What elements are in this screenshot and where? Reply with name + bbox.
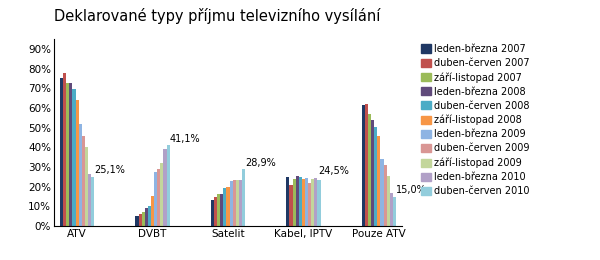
Text: Deklarované typy příjmu televizního vysílání: Deklarované typy příjmu televizního vysí… bbox=[54, 8, 380, 24]
Bar bbox=[167, 145, 170, 226]
Bar bbox=[145, 209, 148, 226]
Bar bbox=[242, 169, 245, 226]
Legend: leden-března 2007, duben-červen 2007, září-listopad 2007, leden-března 2008, dub: leden-března 2007, duben-červen 2007, zá… bbox=[421, 44, 530, 196]
Bar bbox=[157, 169, 160, 226]
Bar bbox=[142, 212, 145, 226]
Bar bbox=[136, 216, 139, 226]
Bar bbox=[60, 79, 63, 226]
Bar bbox=[239, 180, 242, 226]
Bar bbox=[362, 105, 365, 226]
Bar bbox=[308, 183, 311, 226]
Bar bbox=[286, 177, 289, 226]
Bar bbox=[302, 179, 305, 226]
Bar bbox=[63, 74, 66, 226]
Bar bbox=[377, 135, 380, 226]
Bar bbox=[139, 214, 142, 226]
Bar bbox=[390, 193, 393, 226]
Text: 28,9%: 28,9% bbox=[245, 158, 276, 168]
Bar bbox=[211, 200, 214, 226]
Text: 15,0%: 15,0% bbox=[397, 185, 427, 195]
Bar bbox=[317, 180, 320, 226]
Bar bbox=[85, 147, 88, 226]
Bar bbox=[305, 178, 308, 226]
Bar bbox=[73, 89, 76, 226]
Bar bbox=[70, 83, 73, 226]
Bar bbox=[233, 180, 236, 226]
Bar bbox=[226, 187, 230, 226]
Bar bbox=[311, 179, 314, 226]
Bar bbox=[66, 83, 70, 226]
Bar bbox=[151, 196, 154, 226]
Bar bbox=[299, 177, 302, 226]
Bar bbox=[365, 104, 368, 226]
Bar bbox=[220, 194, 223, 226]
Bar bbox=[230, 181, 233, 226]
Bar bbox=[214, 197, 217, 226]
Bar bbox=[296, 176, 299, 226]
Bar bbox=[374, 127, 377, 226]
Bar bbox=[163, 149, 167, 226]
Bar bbox=[148, 206, 151, 226]
Bar bbox=[88, 174, 91, 226]
Bar bbox=[386, 176, 390, 226]
Bar bbox=[236, 180, 239, 226]
Bar bbox=[371, 120, 374, 226]
Bar bbox=[293, 179, 296, 226]
Bar bbox=[217, 194, 220, 226]
Bar bbox=[223, 188, 226, 226]
Text: 24,5%: 24,5% bbox=[318, 166, 349, 176]
Bar bbox=[368, 114, 371, 226]
Bar bbox=[289, 185, 293, 226]
Bar bbox=[314, 178, 317, 226]
Bar bbox=[91, 177, 94, 226]
Bar bbox=[154, 172, 157, 226]
Bar bbox=[82, 135, 85, 226]
Bar bbox=[79, 124, 82, 226]
Bar bbox=[76, 100, 79, 226]
Bar bbox=[380, 159, 383, 226]
Bar bbox=[160, 163, 163, 226]
Text: 41,1%: 41,1% bbox=[170, 134, 200, 144]
Bar bbox=[393, 197, 396, 226]
Text: 25,1%: 25,1% bbox=[95, 165, 125, 175]
Bar bbox=[383, 165, 386, 226]
